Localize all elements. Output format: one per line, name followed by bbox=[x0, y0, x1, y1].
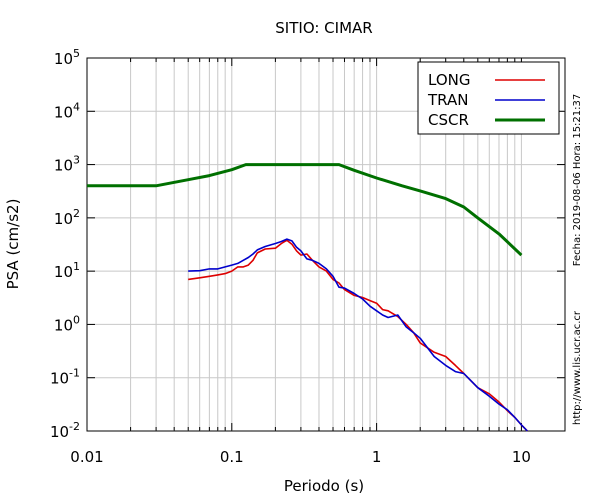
x-tick-label: 1 bbox=[372, 448, 382, 466]
x-tick-label: 0.01 bbox=[70, 448, 103, 466]
series-cscr-line bbox=[87, 163, 523, 257]
legend-label-cscr: CSCR bbox=[428, 111, 469, 129]
y-tick-base: 10 bbox=[54, 263, 73, 281]
y-tick-exponent: 1 bbox=[73, 260, 80, 273]
y-tick-label: 103 bbox=[54, 154, 80, 175]
x-tick-label: 0.1 bbox=[220, 448, 244, 466]
y-tick-label: 102 bbox=[54, 207, 80, 228]
y-tick-label: 101 bbox=[54, 260, 80, 281]
y-tick-exponent: 3 bbox=[73, 154, 80, 167]
series-tran-line bbox=[188, 238, 528, 432]
x-tick-label: 10 bbox=[512, 448, 531, 466]
series-long-line bbox=[188, 239, 528, 432]
y-tick-base: 10 bbox=[54, 103, 73, 121]
legend-entries: LONG TRAN CSCR bbox=[427, 71, 545, 129]
y-tick-exponent: 5 bbox=[73, 47, 80, 60]
y-tick-exponent: -1 bbox=[69, 367, 80, 380]
y-tick-exponent: 2 bbox=[73, 207, 80, 220]
legend: LONG TRAN CSCR bbox=[417, 61, 560, 135]
plot-frame bbox=[86, 57, 566, 432]
y-tick-base: 10 bbox=[50, 370, 69, 388]
y-tick-base: 10 bbox=[54, 157, 73, 175]
y-tick-exponent: 4 bbox=[73, 100, 80, 113]
y-tick-base: 10 bbox=[54, 50, 73, 68]
y-tick-base: 10 bbox=[50, 423, 69, 441]
legend-box bbox=[417, 61, 560, 135]
series-lines bbox=[87, 163, 528, 432]
legend-label-long: LONG bbox=[428, 71, 470, 89]
axis-ticks bbox=[87, 57, 565, 432]
legend-label-tran: TRAN bbox=[427, 91, 468, 109]
y-tick-exponent: 0 bbox=[73, 313, 80, 326]
y-tick-label: 10-1 bbox=[50, 367, 80, 388]
y-tick-base: 10 bbox=[54, 316, 73, 334]
x-tick-labels: 0.01 0.1 1 10 bbox=[70, 448, 531, 466]
y-tick-label: 104 bbox=[54, 100, 80, 121]
website-note: http://www.lis.ucr.ac.cr bbox=[572, 310, 583, 425]
y-axis-title: PSA (cm/s2) bbox=[4, 199, 22, 290]
date-time-note: Fecha: 2019-08-06 Hora: 15:21:37 bbox=[572, 94, 583, 267]
x-axis-title: Periodo (s) bbox=[284, 477, 364, 495]
chart-title: SITIO: CIMAR bbox=[275, 19, 372, 37]
y-tick-label: 10-2 bbox=[50, 420, 80, 441]
y-tick-base: 10 bbox=[54, 210, 73, 228]
y-tick-label: 100 bbox=[54, 313, 80, 334]
y-tick-exponent: -2 bbox=[69, 420, 80, 433]
y-tick-label: 105 bbox=[54, 47, 80, 68]
